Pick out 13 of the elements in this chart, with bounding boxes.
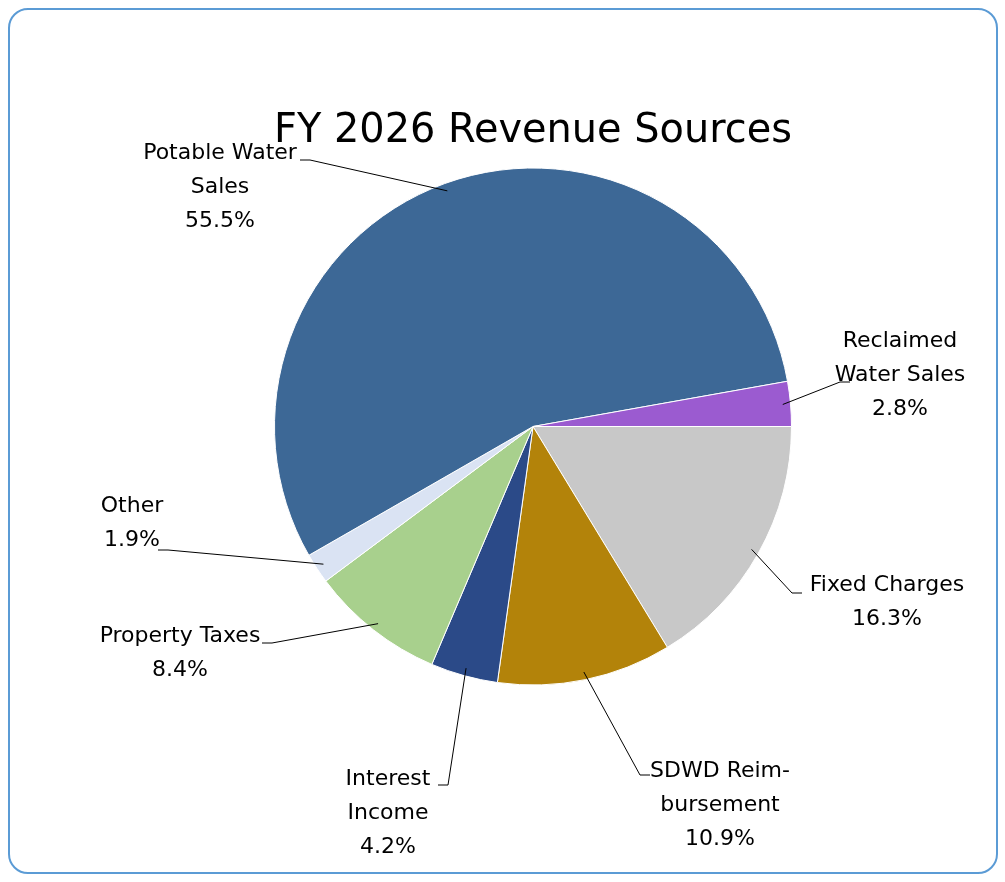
data-label: 4.2% [360, 832, 416, 858]
slice-label: Property Taxes [99, 621, 261, 647]
slice-label: Reclaimed Water Sales [834, 326, 966, 386]
slice-label: Interest Income [345, 764, 431, 824]
data-label: 10.9% [685, 824, 755, 850]
slice-label: Other [100, 491, 165, 517]
slice-label: SDWD Reim-bursement [650, 756, 790, 816]
data-label: 2.8% [872, 394, 928, 420]
data-label: 8.4% [152, 655, 208, 681]
data-label: 55.5% [185, 206, 255, 232]
slice-label: Fixed Charges [809, 570, 965, 596]
data-label: 16.3% [852, 604, 922, 630]
data-label: 1.9% [104, 525, 160, 551]
